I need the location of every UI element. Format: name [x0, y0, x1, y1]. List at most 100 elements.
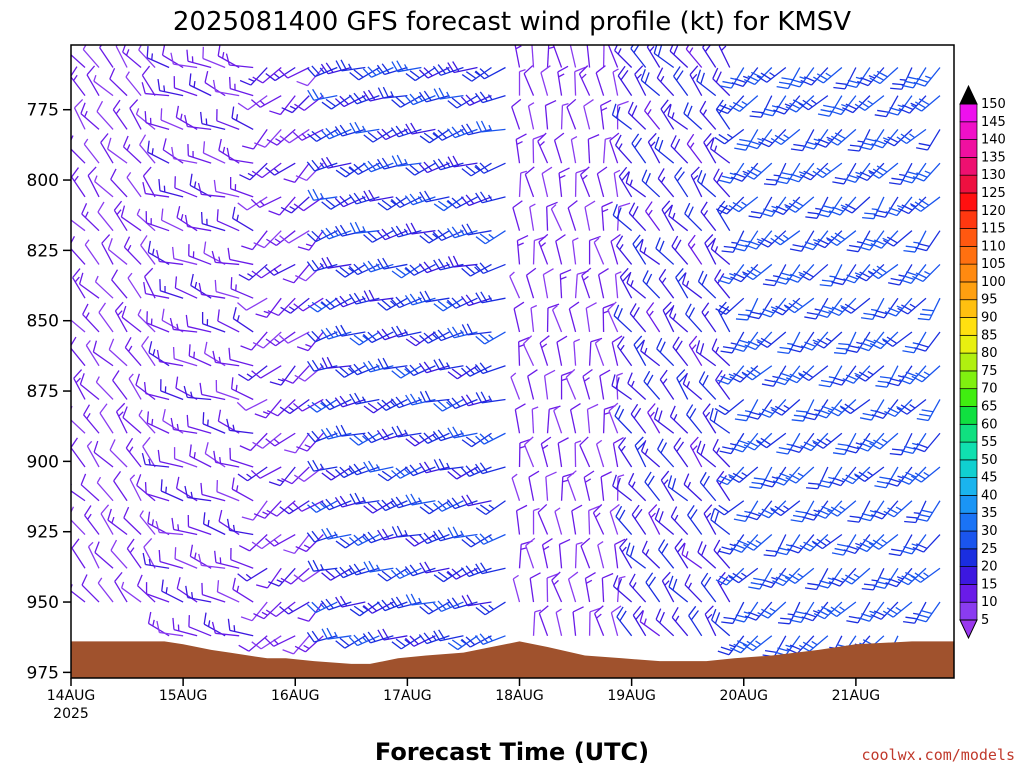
- barb-full: [900, 179, 913, 184]
- wind-barb: [349, 331, 380, 346]
- barb-staff: [661, 209, 675, 231]
- barb-half: [727, 133, 733, 139]
- wind-barb: [916, 399, 941, 422]
- barb-half: [729, 172, 737, 176]
- barb-staff: [710, 148, 731, 164]
- barb-full: [830, 606, 842, 615]
- barb-staff: [913, 331, 927, 354]
- barb-full: [293, 402, 303, 412]
- barb-full: [812, 541, 823, 550]
- barb-half: [839, 405, 846, 410]
- wind-barb: [446, 497, 478, 510]
- wind-barb: [284, 432, 310, 454]
- barb-staff: [808, 365, 829, 382]
- barb-staff: [249, 534, 268, 552]
- wind-barb: [71, 600, 72, 603]
- barb-staff: [373, 398, 394, 414]
- barb-staff: [726, 466, 745, 485]
- barb-full: [321, 101, 332, 110]
- wind-barb: [295, 263, 324, 282]
- wind-barb: [566, 98, 577, 130]
- barb-full: [432, 159, 441, 171]
- barb-staff: [173, 157, 198, 164]
- barb-staff: [110, 550, 128, 569]
- wind-barb: [390, 125, 422, 138]
- barb-full: [716, 108, 728, 115]
- barb-full: [279, 235, 290, 244]
- barb-staff: [287, 66, 310, 79]
- wind-barb: [729, 635, 759, 654]
- barb-full: [544, 369, 556, 377]
- barb-staff: [301, 398, 324, 412]
- barb-full: [742, 372, 753, 381]
- barb-staff: [618, 446, 633, 468]
- barb-staff: [612, 71, 619, 96]
- barb-full: [817, 609, 829, 616]
- barb-half: [488, 504, 495, 510]
- barb-staff: [73, 107, 86, 130]
- barb-staff: [537, 512, 549, 535]
- barb-staff: [723, 500, 745, 516]
- barb-full: [858, 246, 870, 251]
- barb-staff: [586, 45, 591, 68]
- barb-full: [349, 166, 359, 175]
- barb-full: [293, 474, 305, 482]
- barb-staff: [856, 331, 871, 353]
- barb-half: [127, 244, 132, 252]
- wind-barb: [461, 594, 492, 607]
- barb-full: [540, 436, 552, 445]
- wind-barb: [913, 67, 941, 87]
- barb-full: [367, 502, 378, 512]
- barb-full: [914, 101, 926, 109]
- barb-half: [647, 108, 652, 115]
- barb-staff: [672, 346, 689, 367]
- barb-full: [904, 80, 917, 85]
- barb-staff: [572, 611, 577, 636]
- wind-barb: [889, 432, 913, 456]
- wind-barb: [746, 399, 773, 420]
- wind-barb: [86, 65, 100, 96]
- barb-full: [213, 179, 217, 192]
- barb-full: [891, 448, 904, 451]
- barb-staff: [215, 190, 240, 198]
- barb-full: [861, 242, 873, 247]
- barb-full: [786, 277, 799, 283]
- wind-barb: [155, 520, 184, 536]
- wind-barb: [826, 230, 857, 247]
- barb-full: [600, 471, 612, 478]
- barb-full: [480, 391, 488, 403]
- barb-full: [339, 266, 350, 276]
- wind-barb: [703, 132, 717, 164]
- barb-full: [252, 76, 264, 84]
- barb-full: [311, 630, 320, 642]
- barb-staff: [110, 178, 128, 198]
- barb-staff: [925, 331, 941, 352]
- barb-full: [367, 231, 378, 241]
- colorbar-swatch: [959, 281, 978, 301]
- barb-staff: [202, 223, 226, 232]
- barb-full: [761, 137, 773, 144]
- barb-full: [479, 68, 490, 77]
- wind-barb: [531, 45, 535, 68]
- wind-barb: [84, 239, 100, 265]
- wind-barb: [253, 500, 282, 519]
- barb-staff: [759, 567, 773, 590]
- wind-barb: [349, 66, 380, 81]
- wind-barb: [461, 162, 492, 177]
- barb-full: [279, 135, 290, 144]
- barb-half: [731, 241, 738, 244]
- barb-full: [353, 434, 364, 444]
- wind-barb: [785, 466, 815, 484]
- barb-staff: [121, 316, 142, 333]
- barb-full: [114, 571, 123, 582]
- barb-full: [466, 494, 474, 506]
- barb-full: [251, 170, 263, 179]
- barb-staff: [426, 365, 450, 374]
- barb-full: [829, 110, 842, 116]
- barb-full: [107, 137, 112, 150]
- x-tick-label: 16AUG: [271, 688, 320, 704]
- barb-full: [113, 200, 123, 211]
- barb-full: [883, 510, 895, 518]
- wind-barb: [581, 267, 592, 299]
